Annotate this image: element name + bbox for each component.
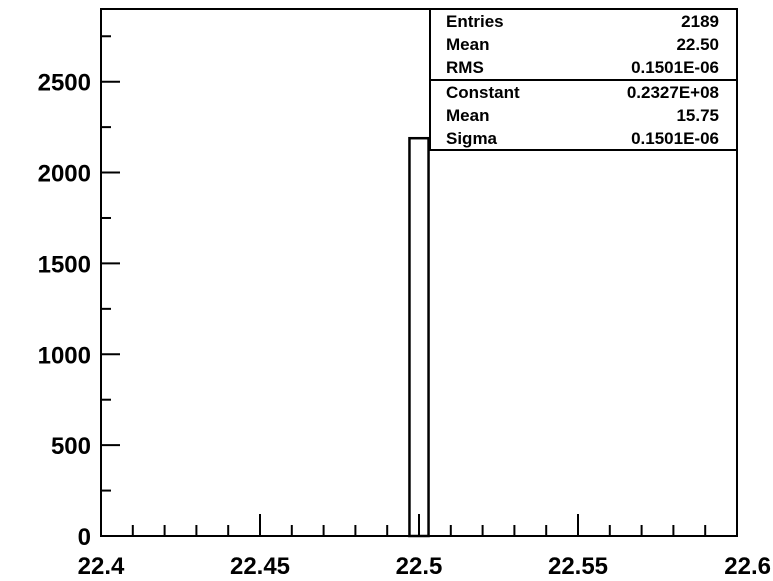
stat-label: Mean [446,35,489,54]
x-tick-label: 22.45 [230,553,290,580]
x-tick-label: 22.5 [396,553,443,580]
stat-value: 0.2327E+08 [627,83,719,102]
y-tick-label: 1000 [38,342,91,369]
x-tick-label: 22.55 [548,553,608,580]
y-tick-label: 500 [51,433,91,460]
y-tick-label: 2500 [38,70,91,97]
stat-label: Entries [446,12,504,31]
tick-labels: 0 500 1000 1500 2000 2500 22.4 22.45 22.5 22.55 22… [38,70,771,580]
x-tick-label: 22.6 [724,553,771,580]
y-tick-label: 0 [78,524,91,551]
histogram-bars [408,136,430,538]
stat-value: 22.50 [676,35,719,54]
stat-label: Sigma [446,129,498,148]
stat-value: 15.75 [676,106,719,125]
stat-value: 0.1501E-06 [631,129,719,148]
stat-label: RMS [446,58,484,77]
histogram-bar [408,136,430,538]
y-tick-label: 1500 [38,251,91,278]
x-tick-label: 22.4 [78,553,125,580]
stat-label: Mean [446,106,489,125]
stat-value: 0.1501E-06 [631,58,719,77]
plot-frame [100,8,738,537]
y-tick-label: 2000 [38,161,91,188]
stats-box: Entries 2189 Mean 22.50 RMS 0.1501E-06 Constan… [429,8,738,151]
stat-label: Constant [446,83,520,102]
stat-value: 2189 [681,12,719,31]
